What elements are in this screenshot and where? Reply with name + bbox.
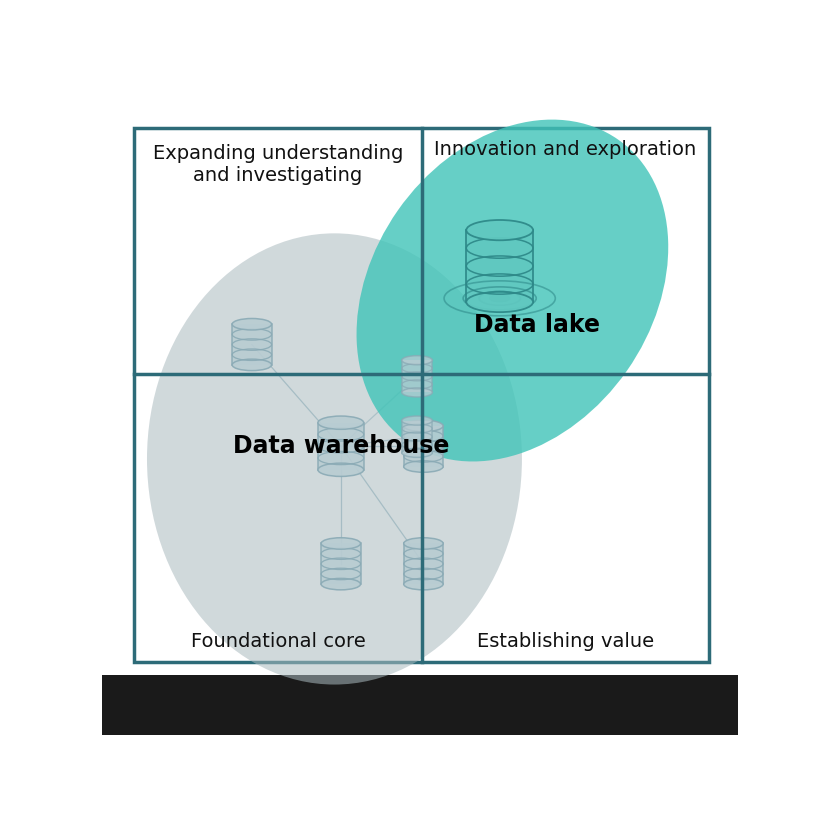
Ellipse shape — [401, 356, 432, 365]
Ellipse shape — [318, 463, 364, 476]
Bar — [232, 324, 271, 365]
Bar — [102, 675, 737, 735]
Ellipse shape — [321, 578, 360, 590]
Text: Innovation and exploration: Innovation and exploration — [434, 140, 696, 159]
Ellipse shape — [232, 359, 271, 370]
Ellipse shape — [401, 388, 432, 397]
Ellipse shape — [321, 538, 360, 549]
Ellipse shape — [403, 461, 442, 472]
Ellipse shape — [403, 538, 442, 549]
Bar — [403, 426, 442, 466]
Ellipse shape — [403, 578, 442, 590]
Text: Data warehouse: Data warehouse — [233, 434, 449, 458]
Text: Expanding understanding
and investigating: Expanding understanding and investigatin… — [152, 145, 403, 185]
Ellipse shape — [356, 120, 667, 461]
Bar — [318, 423, 364, 470]
Ellipse shape — [232, 318, 271, 330]
Ellipse shape — [489, 294, 509, 302]
Bar — [403, 543, 442, 584]
Ellipse shape — [466, 220, 532, 241]
Bar — [134, 128, 708, 662]
Ellipse shape — [147, 233, 521, 685]
Text: Establishing value: Establishing value — [477, 632, 654, 651]
Bar — [401, 361, 432, 393]
Text: Data lake: Data lake — [473, 313, 600, 337]
Bar — [401, 421, 432, 453]
Text: Foundational core: Foundational core — [191, 632, 365, 651]
Ellipse shape — [401, 416, 432, 425]
Ellipse shape — [401, 448, 432, 457]
Ellipse shape — [403, 420, 442, 432]
Bar — [321, 543, 360, 584]
Ellipse shape — [466, 292, 532, 312]
Ellipse shape — [318, 416, 364, 429]
Bar — [466, 230, 532, 302]
